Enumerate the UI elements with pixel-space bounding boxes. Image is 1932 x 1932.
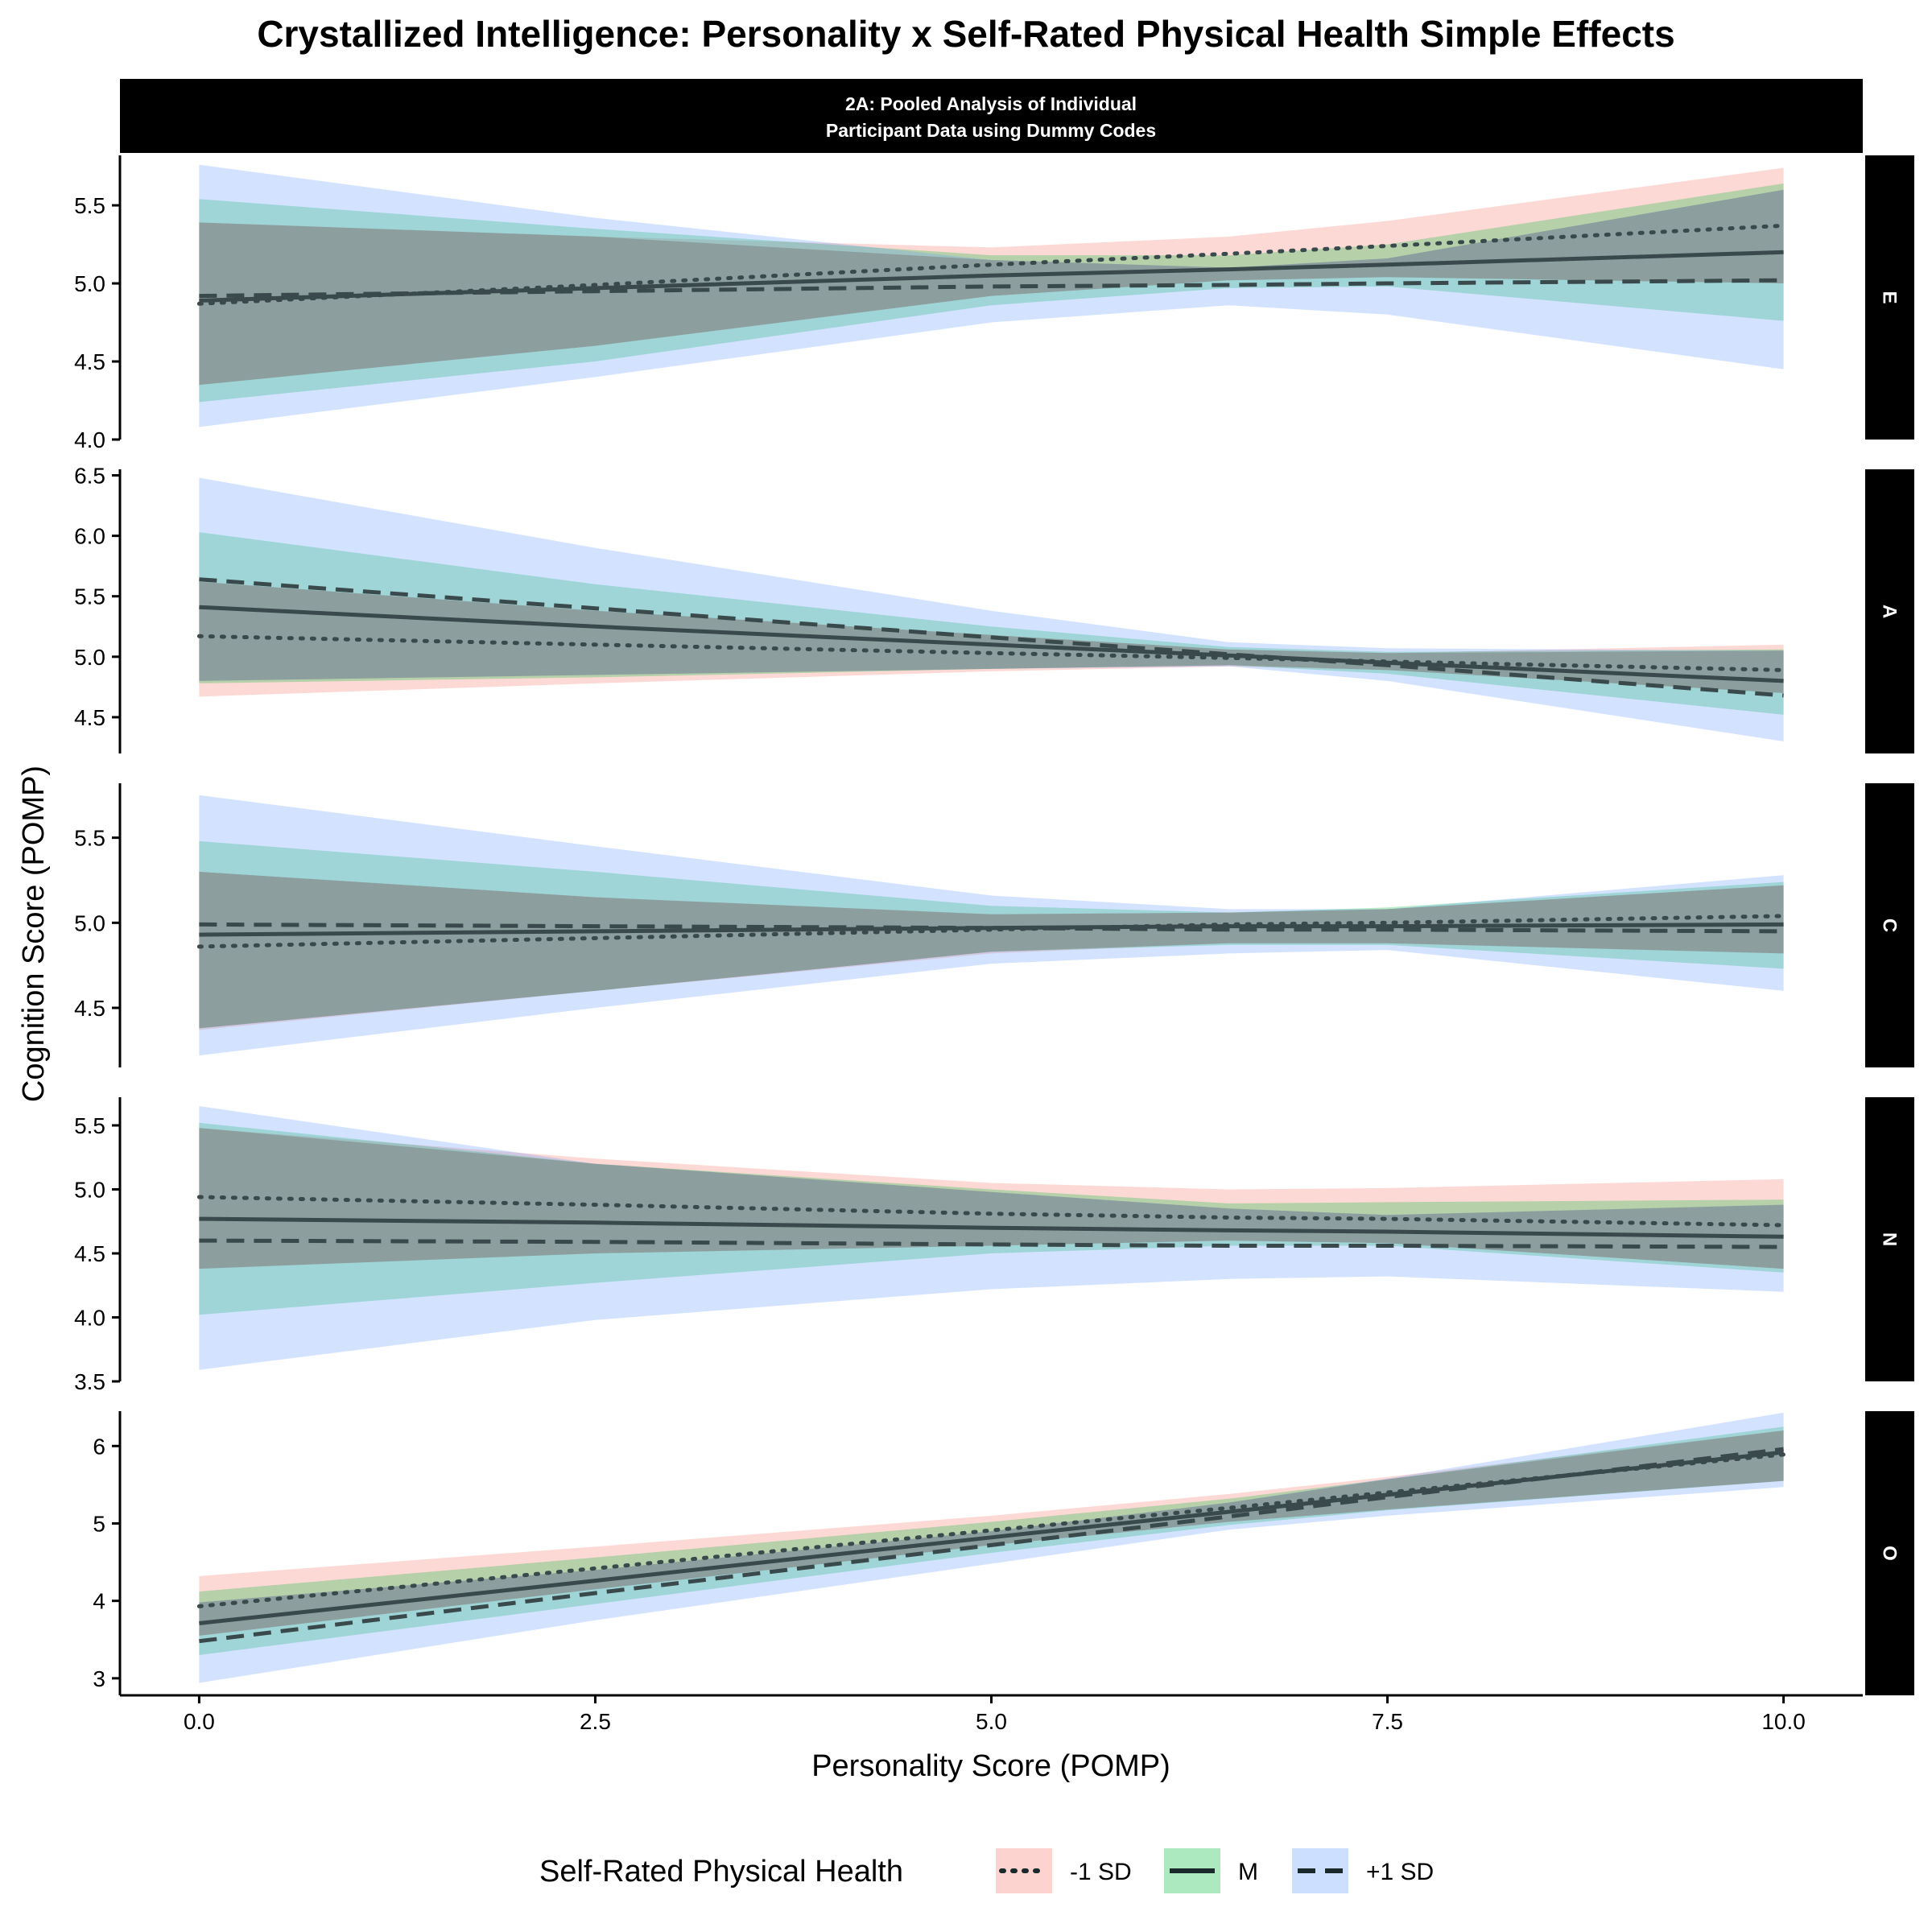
- band-minus-1sd: [199, 1430, 1784, 1636]
- y-tick-label: 5.0: [74, 1177, 105, 1202]
- y-tick-label: 5.5: [74, 193, 105, 218]
- y-tick-label: 4.0: [74, 1305, 105, 1330]
- band-mean: [199, 1426, 1784, 1655]
- x-axis-label: Personality Score (POMP): [811, 1749, 1170, 1783]
- facet-strip: [1865, 155, 1914, 440]
- y-tick-label: 6.5: [74, 464, 105, 489]
- y-tick-label: 5.0: [74, 645, 105, 670]
- panel-n: 3.5 4.0 4.5 5.0 5.5 N: [74, 1097, 1914, 1394]
- band-plus-1sd: [199, 1106, 1784, 1370]
- y-tick-label: 4.5: [74, 996, 105, 1021]
- facet-strip-label: C: [1879, 919, 1901, 932]
- y-axis-label: Cognition Score (POMP): [17, 766, 51, 1102]
- facet-panels: 4.0 4.5 5.0 5.5 E 4.5 5.0 5.5 6.0 6.5 A 4.5 5.0 5.5 C 3…: [74, 155, 1914, 1695]
- line-mean: [199, 605, 1784, 683]
- facet-strip: [1865, 783, 1914, 1067]
- facet-strip-label: O: [1879, 1546, 1901, 1561]
- y-tick-label: 5.5: [74, 1113, 105, 1138]
- x-tick-label: 2.5: [580, 1709, 611, 1734]
- y-tick-label: 5.5: [74, 826, 105, 851]
- y-tick-label: 3: [93, 1666, 105, 1691]
- band-mean: [199, 183, 1784, 402]
- band-overlap: [199, 871, 1784, 1029]
- y-tick-label: 3.5: [74, 1369, 105, 1394]
- band-plus-1sd: [199, 164, 1784, 427]
- facet-strip: [1865, 1411, 1914, 1695]
- y-tick-label: 6: [93, 1434, 105, 1459]
- top-strip-line2: Participant Data using Dummy Codes: [826, 120, 1156, 141]
- panel-a: 4.5 5.0 5.5 6.0 6.5 A: [74, 464, 1914, 753]
- legend-label-minus-1sd: -1 SD: [1070, 1859, 1132, 1885]
- y-tick-label: 5: [93, 1511, 105, 1536]
- line-plus-1sd: [199, 1447, 1784, 1644]
- y-tick-label: 4.5: [74, 349, 105, 374]
- band-plus-1sd: [199, 1412, 1784, 1683]
- y-tick-label: 4.5: [74, 1241, 105, 1266]
- band-mean: [199, 840, 1784, 1029]
- y-tick-label: 5.5: [74, 584, 105, 609]
- panel-o: 3 4 5 6 O: [93, 1411, 1914, 1695]
- y-tick-label: 4: [93, 1589, 105, 1614]
- y-tick-label: 5.0: [74, 271, 105, 296]
- band-plus-1sd: [199, 795, 1784, 1056]
- band-mean: [199, 1122, 1784, 1315]
- panel-e: 4.0 4.5 5.0 5.5 E: [74, 155, 1914, 452]
- y-tick-label: 4.0: [74, 427, 105, 452]
- facet-strip: [1865, 469, 1914, 753]
- band-minus-1sd: [199, 871, 1784, 1030]
- panel-c: 4.5 5.0 5.5 C: [74, 783, 1914, 1067]
- line-plus-1sd: [199, 577, 1784, 698]
- legend: Self-Rated Physical Health -1 SD M +1 SD: [539, 1848, 1434, 1893]
- legend-label-mean: M: [1238, 1859, 1258, 1885]
- band-plus-1sd: [199, 477, 1784, 741]
- top-strip: [120, 79, 1863, 153]
- chart-title: Crystallized Intelligence: Personality x…: [257, 13, 1674, 55]
- band-overlap: [199, 189, 1784, 386]
- facet-strip: [1865, 1097, 1914, 1381]
- x-axis-ticks: 0.0 2.5 5.0 7.5 10.0: [184, 1695, 1806, 1734]
- line-plus-1sd: [199, 1238, 1784, 1249]
- facet-strip-label: E: [1879, 291, 1901, 303]
- line-plus-1sd: [199, 278, 1784, 299]
- y-tick-label: 6.0: [74, 524, 105, 549]
- line-mean: [199, 1216, 1784, 1239]
- facet-strip-label: A: [1879, 605, 1901, 618]
- band-overlap: [199, 1430, 1784, 1636]
- line-minus-1sd: [196, 634, 1786, 672]
- line-plus-1sd: [199, 922, 1784, 934]
- x-tick-label: 0.0: [184, 1709, 215, 1734]
- facet-strip-label: N: [1879, 1232, 1901, 1246]
- legend-title: Self-Rated Physical Health: [539, 1855, 903, 1889]
- x-tick-label: 10.0: [1761, 1709, 1806, 1734]
- line-minus-1sd: [196, 1195, 1786, 1228]
- line-minus-1sd: [196, 223, 1786, 306]
- legend-label-plus-1sd: +1 SD: [1366, 1859, 1434, 1885]
- band-mean: [199, 532, 1784, 715]
- line-minus-1sd: [196, 1452, 1786, 1608]
- top-strip-line1: 2A: Pooled Analysis of Individual: [845, 93, 1137, 114]
- x-tick-label: 7.5: [1372, 1709, 1403, 1734]
- y-tick-label: 4.5: [74, 705, 105, 730]
- y-tick-label: 5.0: [74, 910, 105, 935]
- x-tick-label: 5.0: [976, 1709, 1007, 1734]
